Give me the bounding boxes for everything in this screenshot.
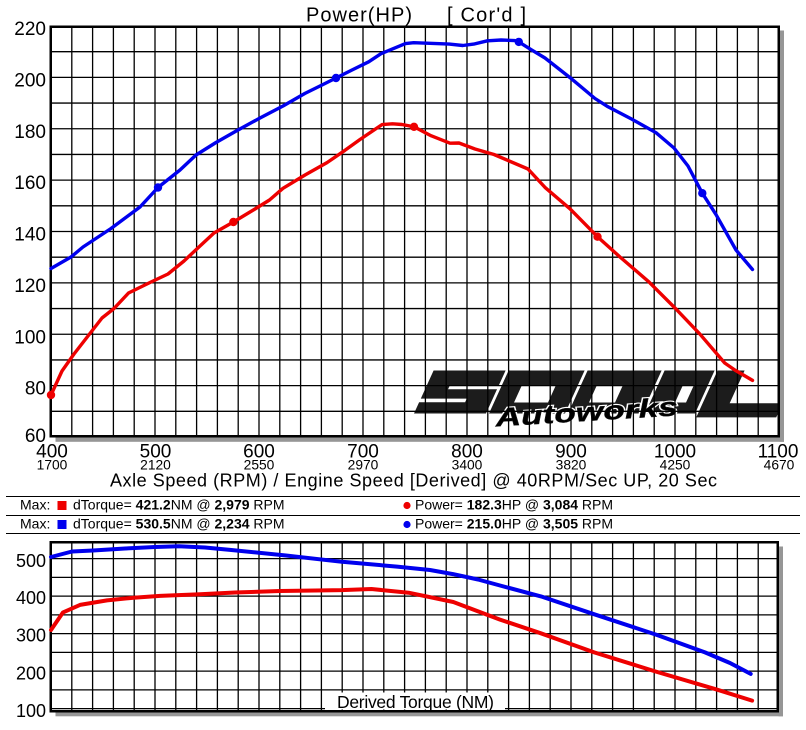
svg-text:2550: 2550 bbox=[244, 458, 275, 473]
svg-text:1000: 1000 bbox=[654, 442, 696, 463]
svg-text:Derived Torque (NM): Derived Torque (NM) bbox=[337, 692, 494, 712]
svg-text:Power= 215.0HP @ 3,505 RPM: Power= 215.0HP @ 3,505 RPM bbox=[415, 516, 613, 532]
svg-text:4670: 4670 bbox=[764, 458, 795, 473]
svg-text:Max:: Max: bbox=[20, 497, 50, 513]
svg-text:200: 200 bbox=[14, 71, 46, 92]
svg-text:[ Cor'd ]: [ Cor'd ] bbox=[447, 5, 526, 27]
svg-text:400: 400 bbox=[36, 442, 68, 463]
svg-text:2970: 2970 bbox=[348, 458, 379, 473]
svg-text:180: 180 bbox=[14, 122, 46, 143]
svg-text:100: 100 bbox=[16, 701, 46, 721]
svg-text:3820: 3820 bbox=[556, 458, 587, 473]
svg-text:3400: 3400 bbox=[452, 458, 483, 473]
svg-text:900: 900 bbox=[555, 442, 587, 463]
svg-text:400: 400 bbox=[16, 588, 46, 608]
svg-text:120: 120 bbox=[14, 276, 46, 297]
svg-text:500: 500 bbox=[140, 442, 172, 463]
svg-text:Power= 182.3HP @ 3,084 RPM: Power= 182.3HP @ 3,084 RPM bbox=[415, 497, 613, 513]
svg-text:dTorque= 530.5NM @ 2,234 RPM: dTorque= 530.5NM @ 2,234 RPM bbox=[73, 516, 285, 532]
svg-text:dTorque= 421.2NM @ 2,979 RPM: dTorque= 421.2NM @ 2,979 RPM bbox=[73, 497, 285, 513]
svg-text:100: 100 bbox=[14, 327, 46, 348]
svg-text:4250: 4250 bbox=[660, 458, 691, 473]
svg-text:300: 300 bbox=[16, 625, 46, 645]
svg-text:2120: 2120 bbox=[140, 458, 171, 473]
svg-text:Max:: Max: bbox=[20, 516, 50, 532]
svg-text:60: 60 bbox=[25, 426, 46, 447]
svg-text:140: 140 bbox=[14, 225, 46, 246]
svg-text:200: 200 bbox=[16, 664, 46, 684]
svg-text:600: 600 bbox=[243, 442, 275, 463]
svg-text:1100: 1100 bbox=[758, 442, 799, 463]
svg-text:Power(HP): Power(HP) bbox=[306, 5, 412, 27]
svg-text:500: 500 bbox=[16, 551, 46, 571]
svg-text:800: 800 bbox=[451, 442, 483, 463]
svg-text:1700: 1700 bbox=[37, 458, 68, 473]
svg-text:700: 700 bbox=[347, 442, 379, 463]
svg-text:160: 160 bbox=[14, 173, 46, 194]
svg-text:Axle Speed (RPM) / Engine Spee: Axle Speed (RPM) / Engine Speed [Derived… bbox=[110, 471, 717, 491]
svg-text:220: 220 bbox=[14, 19, 46, 40]
svg-text:80: 80 bbox=[25, 379, 46, 400]
